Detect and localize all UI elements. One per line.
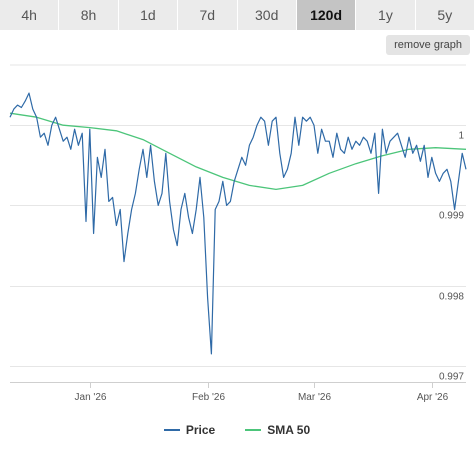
tab-4h[interactable]: 4h [0, 0, 60, 30]
tab-120d[interactable]: 120d [296, 0, 357, 30]
price-chart: 1 0.999 0.998 0.997 Jan '26 Feb '26 Mar '26 Apr… [9, 64, 467, 403]
tab-30d[interactable]: 30d [237, 0, 297, 30]
y-tick-label: 0.997 [439, 372, 464, 383]
x-tick-label: Jan '26 [75, 392, 107, 403]
legend-item-price[interactable]: Price [163, 423, 216, 437]
legend-swatch-price [163, 429, 180, 431]
x-tick-label: Feb '26 [192, 392, 225, 403]
y-tick-label: 0.999 [439, 211, 464, 222]
legend-label-sma: SMA 50 [267, 423, 311, 437]
remove-graph-button[interactable]: remove graph [386, 35, 470, 55]
tab-1y[interactable]: 1y [356, 0, 416, 30]
legend-swatch-sma [245, 429, 262, 431]
legend-item-sma[interactable]: SMA 50 [245, 423, 310, 437]
chart-legend: Price SMA 50 [0, 420, 474, 440]
timeframe-tabs: 4h 8h 1d 7d 30d 120d 1y 5y [0, 0, 474, 30]
legend-label-price: Price [185, 423, 216, 437]
tab-8h[interactable]: 8h [59, 0, 119, 30]
sma-50-line [9, 112, 467, 191]
tab-5y[interactable]: 5y [415, 0, 474, 30]
price-line [9, 92, 467, 355]
x-tick-label: Mar '26 [298, 392, 331, 403]
y-tick-label: 0.998 [439, 292, 464, 303]
x-tick-label: Apr '26 [417, 392, 449, 403]
tab-7d[interactable]: 7d [178, 0, 238, 30]
y-tick-label: 1 [458, 131, 464, 142]
tab-1d[interactable]: 1d [118, 0, 179, 30]
